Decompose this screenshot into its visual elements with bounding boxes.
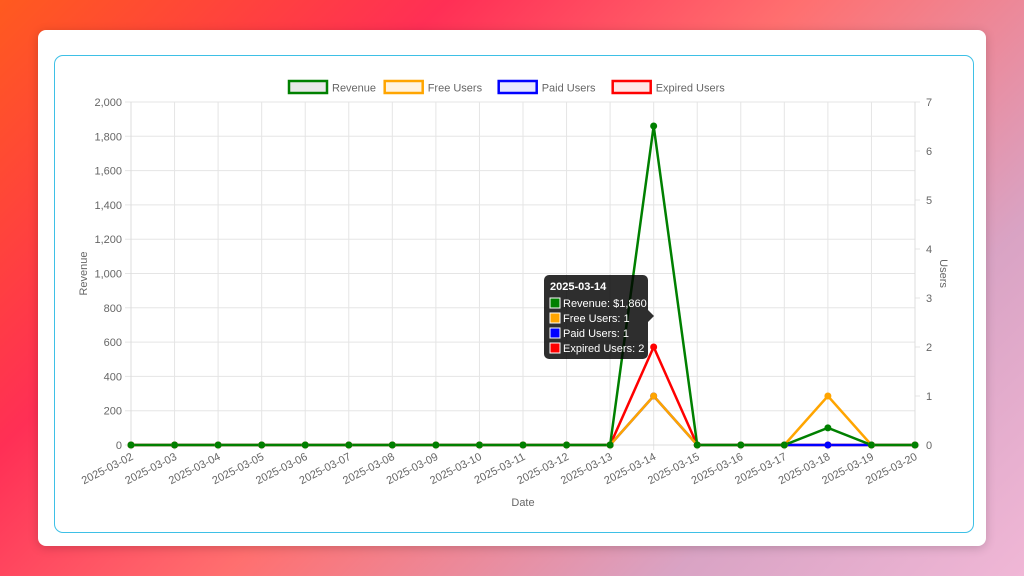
y-left-tick-label: 1,600 bbox=[94, 166, 122, 178]
legend-swatch-expired-users bbox=[611, 79, 652, 95]
y-right-axis-title: Users bbox=[937, 259, 949, 288]
axes: 0 200 400 600 800 1,000 1,200 1,400 1,600 1,800 2,… bbox=[78, 97, 949, 509]
y-left-tick-label: 0 bbox=[116, 440, 122, 452]
y-right-tick-label: 0 bbox=[926, 440, 932, 452]
legend-item-expired-users[interactable]: Expired Users bbox=[611, 79, 726, 95]
expired-users-point bbox=[650, 343, 658, 351]
grid-lines bbox=[125, 101, 920, 450]
revenue-point bbox=[171, 441, 179, 449]
tooltip-line: Revenue: $1,860 bbox=[563, 298, 647, 310]
tooltip-swatch bbox=[549, 312, 561, 324]
revenue-point bbox=[388, 441, 396, 449]
revenue-point bbox=[650, 122, 658, 130]
revenue-point bbox=[432, 441, 440, 449]
revenue-point bbox=[563, 441, 571, 449]
y-right-tick-label: 7 bbox=[926, 97, 932, 109]
x-axis-title: Date bbox=[511, 497, 534, 509]
tooltip-line: Expired Users: 2 bbox=[563, 343, 644, 355]
tooltip-swatch bbox=[549, 327, 561, 339]
paid-users-point bbox=[824, 441, 832, 449]
revenue-point bbox=[867, 441, 875, 449]
revenue-point bbox=[693, 441, 701, 449]
y-left-tick-label: 200 bbox=[104, 406, 122, 418]
revenue-point bbox=[258, 441, 266, 449]
y-right-tick-label: 6 bbox=[926, 146, 932, 158]
y-left-tick-label: 600 bbox=[104, 337, 122, 349]
tooltip-box bbox=[544, 275, 648, 359]
legend-swatch-free-users bbox=[383, 79, 424, 95]
series-points bbox=[127, 122, 919, 449]
free-users-point bbox=[824, 392, 832, 400]
revenue-point bbox=[911, 441, 919, 449]
legend-item-free-users[interactable]: Free Users bbox=[383, 79, 483, 95]
free-users-point bbox=[650, 392, 658, 400]
tooltip-swatch bbox=[549, 297, 561, 309]
y-left-tick-label: 1,200 bbox=[94, 234, 122, 246]
y-left-tick-label: 1,000 bbox=[94, 269, 122, 281]
y-right-tick-label: 1 bbox=[926, 391, 932, 403]
tooltip-line: Paid Users: 1 bbox=[563, 328, 629, 340]
revenue-point bbox=[824, 424, 832, 432]
legend-label-paid-users: Paid Users bbox=[542, 83, 596, 95]
tooltip-title: 2025-03-14 bbox=[550, 281, 607, 293]
revenue-point bbox=[475, 441, 483, 449]
revenue-point bbox=[519, 441, 527, 449]
revenue-point bbox=[301, 441, 309, 449]
tooltip-swatch bbox=[549, 342, 561, 354]
y-left-tick-label: 1,400 bbox=[94, 200, 122, 212]
y-right-tick-label: 2 bbox=[926, 342, 932, 354]
y-left-tick-label: 2,000 bbox=[94, 97, 122, 109]
legend-label-revenue: Revenue bbox=[332, 83, 376, 95]
y-left-axis-title: Revenue bbox=[78, 251, 90, 295]
chart-container bbox=[54, 55, 974, 533]
y-right-tick-label: 5 bbox=[926, 195, 932, 207]
tooltip-line: Free Users: 1 bbox=[563, 313, 630, 325]
y-left-tick-label: 1,800 bbox=[94, 131, 122, 143]
y-left-tick-label: 800 bbox=[104, 303, 122, 315]
legend-label-free-users: Free Users bbox=[428, 83, 483, 95]
revenue-point bbox=[606, 441, 614, 449]
tooltip: 2025-03-14 Revenue: $1,860 Free Users: 1 Pa… bbox=[544, 275, 654, 359]
revenue-point bbox=[127, 441, 135, 449]
y-right-tick-label: 4 bbox=[926, 244, 932, 256]
legend-label-expired-users: Expired Users bbox=[656, 83, 726, 95]
legend-item-paid-users[interactable]: Paid Users bbox=[497, 79, 596, 95]
y-right-tick-label: 3 bbox=[926, 293, 932, 305]
legend-swatch-revenue bbox=[287, 79, 329, 95]
legend-swatch-paid-users bbox=[497, 79, 538, 95]
revenue-point bbox=[345, 441, 353, 449]
revenue-point bbox=[214, 441, 222, 449]
revenue-point bbox=[780, 441, 788, 449]
y-left-tick-label: 400 bbox=[104, 371, 122, 383]
tooltip-caret bbox=[648, 310, 654, 322]
legend-item-revenue[interactable]: Revenue bbox=[287, 79, 376, 95]
legend[interactable]: Revenue Free Users Paid Users Expired Users bbox=[287, 79, 726, 95]
revenue-point bbox=[737, 441, 745, 449]
